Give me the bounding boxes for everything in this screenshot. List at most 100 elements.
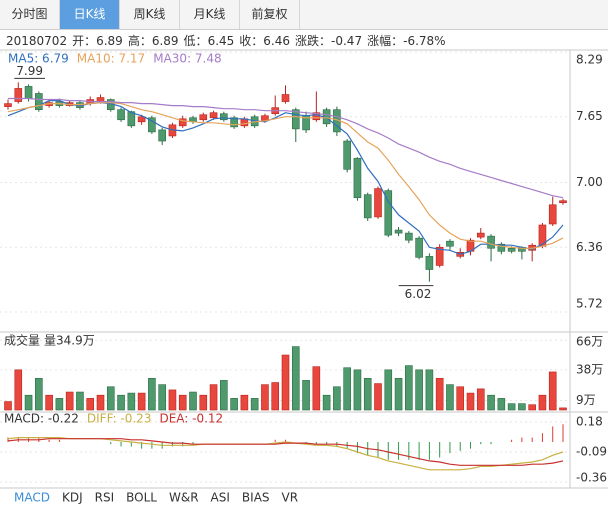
candle-body	[384, 190, 393, 236]
volume-bar	[117, 394, 125, 411]
info-row: 20180702 开：6.89 高：6.89 低：6.45 收：6.46 涨跌：-0.47…	[6, 33, 446, 48]
volume-bar	[476, 388, 485, 411]
indicator-tab[interactable]: KDJ	[62, 491, 83, 505]
candle-body	[363, 194, 372, 219]
candle-body	[137, 116, 146, 123]
candle-body	[343, 140, 351, 170]
volume-bar	[158, 384, 166, 411]
y-tick-label: 38万	[576, 362, 603, 376]
info-value: -6.78%	[403, 34, 445, 48]
candle-body	[435, 246, 444, 266]
candle-body	[497, 243, 506, 252]
candle-body	[209, 112, 218, 119]
volume-bar	[456, 386, 465, 411]
candle-body	[405, 232, 413, 241]
ma-line	[8, 97, 564, 199]
volume-bar	[559, 407, 567, 411]
candle-body	[446, 240, 454, 247]
period-tab[interactable]: 日K线	[60, 0, 120, 29]
y-tick-label: 7.00	[576, 175, 603, 189]
candle-body	[425, 256, 434, 270]
period-tab[interactable]: 前复权	[240, 0, 300, 29]
y-tick-label: 7.65	[576, 109, 603, 123]
legend-entry: DIFF: -0.23	[87, 412, 152, 426]
legend-entry: MACD: -0.22	[4, 412, 79, 426]
candle-body	[476, 232, 485, 238]
y-tick-label: -0.09	[576, 445, 607, 459]
candle-body	[24, 86, 33, 99]
indicator-tab[interactable]: VR	[282, 491, 299, 505]
y-tick-label: -0.36	[576, 471, 607, 485]
volume-bar	[127, 392, 136, 411]
period-tab[interactable]: 周K线	[120, 0, 180, 29]
info-value: 6.46	[263, 34, 290, 48]
indicator-tab[interactable]: W&R	[169, 491, 199, 505]
ma-line	[7, 102, 564, 249]
candle-body	[117, 109, 125, 121]
candle-body	[548, 204, 557, 225]
candle-body	[35, 93, 43, 110]
legend-entry: MA10: 7.17	[77, 52, 145, 66]
candle-body	[127, 111, 136, 127]
info-value: 6.89	[96, 34, 123, 48]
y-tick-label: 5.72	[576, 297, 603, 311]
indicator-tab[interactable]: RSI	[95, 491, 115, 505]
candle-body	[487, 235, 495, 249]
annotation: 6.02	[405, 287, 432, 301]
candle-body	[230, 117, 238, 128]
volume-bar	[35, 377, 43, 411]
volume-bar	[168, 389, 177, 411]
volume-bar	[24, 394, 33, 411]
volume-bar	[106, 386, 115, 411]
info-value: 6.89	[152, 34, 179, 48]
candle-body	[374, 188, 382, 218]
y-tick-label: 9万	[576, 393, 596, 407]
y-tick-label: 66万	[576, 335, 603, 349]
volume-bar	[343, 367, 351, 411]
indicator-tab[interactable]: BIAS	[242, 491, 270, 505]
volume-bar	[65, 391, 74, 411]
legend-entry: MA5: 6.79	[8, 52, 69, 66]
volume-bar	[189, 391, 197, 411]
volume-bar	[528, 404, 536, 411]
legend-entry: MA30: 7.48	[153, 52, 221, 66]
volume-bar	[312, 366, 321, 411]
volume-bar	[487, 394, 495, 411]
y-tick-label: 6.36	[576, 240, 603, 254]
indicator-tab[interactable]: ASI	[211, 491, 230, 505]
period-tab[interactable]: 月K线	[180, 0, 240, 29]
indicator-tab[interactable]: BOLL	[126, 491, 157, 505]
candle-body	[14, 88, 23, 102]
volume-bar	[466, 392, 475, 411]
info-value: 6.45	[208, 34, 235, 48]
period-tab[interactable]: 分时图	[0, 0, 60, 29]
volume-bar	[518, 403, 526, 411]
pane-subtitle: 量34.9万	[44, 334, 95, 348]
volume-bar	[548, 371, 557, 411]
legend-entry: DEA: -0.12	[159, 412, 223, 426]
info-date: 20180702	[6, 34, 67, 48]
candle-body	[291, 109, 300, 130]
volume-bar	[261, 384, 269, 411]
volume-bar	[374, 383, 382, 411]
volume-bar	[148, 377, 156, 411]
volume-bar	[435, 377, 444, 411]
indicator-tab[interactable]: MACD	[14, 491, 50, 505]
period-tabs: 分时图 日K线 周K线 月K线 前复权	[0, 0, 608, 30]
volume-bar	[55, 398, 64, 411]
candle-body	[415, 237, 423, 258]
volume-bar	[220, 380, 228, 411]
info-label: 涨幅：	[367, 33, 403, 48]
volume-bar	[446, 384, 454, 411]
candle-body	[4, 103, 12, 107]
volume-bar	[425, 369, 434, 411]
volume-bar	[302, 380, 310, 411]
info-label: 低：	[184, 34, 208, 48]
macd-line	[7, 438, 564, 466]
volume-bar	[250, 398, 259, 411]
volume-bar	[271, 382, 280, 411]
volume-bar	[507, 403, 516, 411]
volume-bar	[240, 394, 249, 411]
